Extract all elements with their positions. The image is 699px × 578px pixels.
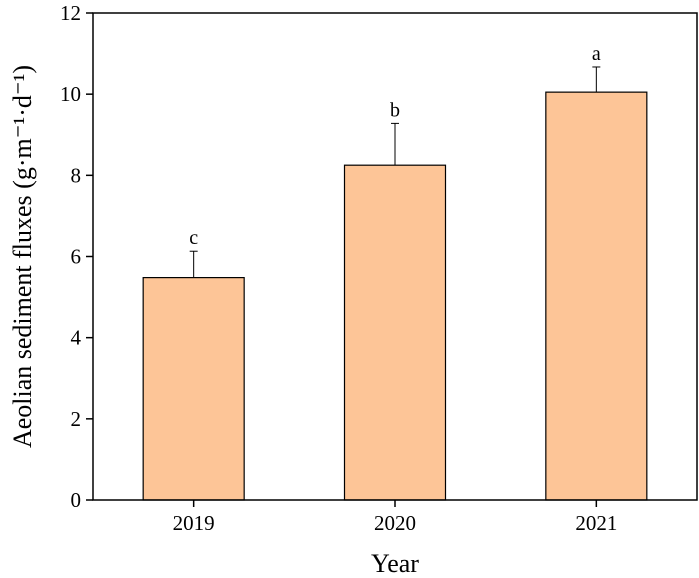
- bar-2019: [142, 277, 245, 501]
- x-tick-label-2019: 2019: [173, 511, 215, 535]
- y-axis-title: Aeolian sediment fluxes (g·m⁻¹·d⁻¹): [8, 65, 37, 448]
- significance-label-2019: c: [189, 227, 198, 249]
- y-tick-label: 12: [60, 1, 81, 25]
- y-axis-ticks: 0 2 4 6 8 10 12: [60, 1, 93, 512]
- bar-2021: [545, 91, 648, 501]
- error-bars-layer: [189, 66, 601, 278]
- x-axis-title: Year: [371, 549, 419, 578]
- x-axis-ticks: 2019 2020 2021: [173, 500, 617, 535]
- significance-labels-layer: c b a: [189, 43, 601, 249]
- y-tick-label: 8: [71, 163, 82, 187]
- significance-label-2020: b: [390, 99, 400, 121]
- x-tick-label-2021: 2021: [575, 511, 617, 535]
- y-tick-label: 0: [71, 488, 82, 512]
- y-tick-label: 6: [71, 245, 82, 269]
- bar-2020: [343, 164, 447, 501]
- y-tick-label: 2: [71, 407, 82, 431]
- significance-label-2021: a: [592, 43, 601, 65]
- y-tick-label: 10: [60, 82, 81, 106]
- y-tick-label: 4: [71, 326, 82, 350]
- x-tick-label-2020: 2020: [374, 511, 416, 535]
